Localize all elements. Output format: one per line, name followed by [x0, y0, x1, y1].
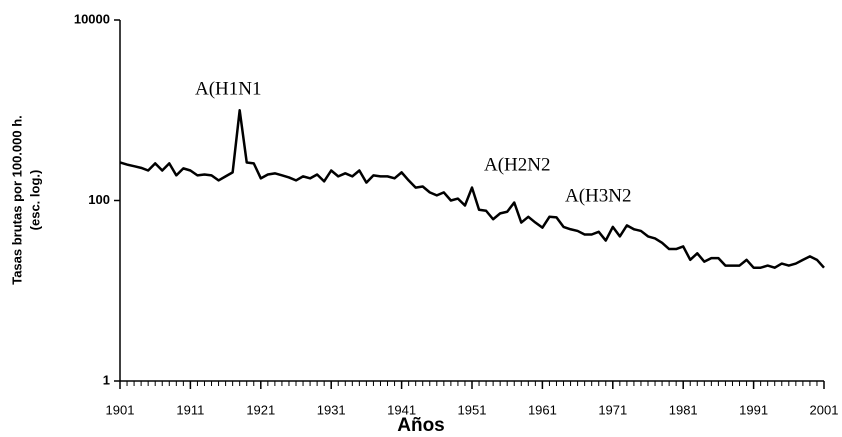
x-tick-label: 1901 — [106, 402, 135, 417]
x-tick-label: 1911 — [176, 402, 204, 417]
annotation: A(H2N2 — [484, 154, 551, 175]
x-tick-label: 1981 — [669, 402, 698, 417]
x-axis-label: Años — [397, 415, 445, 436]
y-tick-label: 1 — [103, 372, 110, 387]
y-axis-label: (esc. log.) — [27, 170, 42, 231]
x-tick-label: 1961 — [528, 402, 557, 417]
x-tick-label: 1921 — [246, 402, 275, 417]
x-tick-label: 1991 — [739, 402, 768, 417]
data-line — [119, 109, 825, 269]
annotation: A(H1N1 — [195, 78, 262, 99]
annotation: A(H3N2 — [565, 185, 632, 206]
x-tick-label: 2001 — [810, 402, 839, 417]
y-tick-label: 10000 — [74, 11, 110, 26]
y-axis-label: Tasas brutas por 100.000 h. — [9, 115, 24, 285]
x-tick-label: 1941 — [387, 402, 416, 417]
y-tick-label: 100 — [88, 192, 110, 207]
x-tick-label: 1951 — [458, 402, 487, 417]
x-tick-label: 1931 — [317, 402, 346, 417]
x-tick-label: 1971 — [598, 402, 627, 417]
y-axis-label-group: Tasas brutas por 100.000 h. (esc. log.) — [9, 115, 42, 285]
